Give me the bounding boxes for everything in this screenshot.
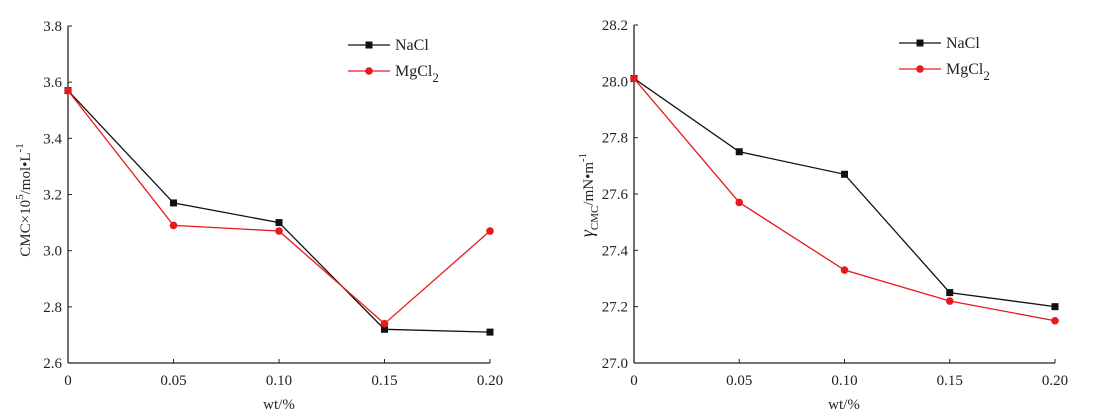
x-axis-label: wt/% xyxy=(263,397,295,413)
legend-label-main: MgCl xyxy=(946,61,984,78)
y-tick-label: 3.6 xyxy=(43,75,62,91)
legend-label-NaCl: NaCl xyxy=(395,37,429,54)
legend-marker-NaCl xyxy=(916,39,924,47)
chart-cmc: CMC×105/mol•L-1 wt/% 2.6 2.8 3.0 3.2 3.4 3.6 3… xyxy=(14,19,503,413)
y-tick-label: 27.0 xyxy=(602,356,628,372)
y-tick-label: 27.8 xyxy=(602,131,628,147)
y-tick-label: 27.6 xyxy=(602,187,629,203)
legend-marker-MgCl2 xyxy=(365,67,373,75)
y-axis-label: CMC×105/mol•L-1 xyxy=(14,143,34,256)
y-tick-label: 28.0 xyxy=(602,74,628,90)
x-axis-label: wt/% xyxy=(828,397,860,413)
data-point-MgCl2 xyxy=(275,227,283,235)
x-tick-label: 0 xyxy=(630,373,638,389)
x-tick-label: 0.10 xyxy=(266,373,292,389)
x-tick-label: 0.05 xyxy=(160,373,186,389)
legend-label-subscript: 2 xyxy=(983,68,990,83)
legend-marker-NaCl xyxy=(365,41,373,49)
y-tick-label: 3.0 xyxy=(43,244,62,260)
data-point-MgCl2 xyxy=(380,319,389,328)
legend-label-MgCl2: MgCl2 xyxy=(395,63,439,85)
data-point-MgCl2 xyxy=(840,266,849,274)
y-tick-label: 3.8 xyxy=(43,19,62,35)
legend-marker-MgCl2 xyxy=(916,65,924,73)
x-tick-label: 0 xyxy=(64,373,72,389)
data-point-MgCl2 xyxy=(486,227,494,235)
data-point-MgCl2 xyxy=(169,221,178,230)
data-point-NaCl xyxy=(1051,303,1059,311)
data-point-MgCl2 xyxy=(64,86,72,95)
data-point-NaCl xyxy=(841,170,848,178)
y-tick-label: 28.2 xyxy=(602,18,628,34)
legend-label-main: MgCl xyxy=(395,63,433,80)
y-tick-label: 27.4 xyxy=(602,243,629,259)
x-tick-label: 0.20 xyxy=(1042,373,1068,389)
y-tick-label: 3.4 xyxy=(43,131,62,147)
x-tick-label: 0.15 xyxy=(371,373,397,389)
legend-label-subscript: 2 xyxy=(432,70,439,85)
y-tick-label: 27.2 xyxy=(602,300,628,316)
data-point-MgCl2 xyxy=(630,74,638,83)
x-tick-label: 0.05 xyxy=(726,373,752,389)
series-line-NaCl xyxy=(67,90,491,333)
x-tick-label: 0.15 xyxy=(937,373,963,389)
data-point-NaCl xyxy=(170,199,177,207)
y-axis-label: γCMC/mN•m-1 xyxy=(577,153,601,237)
data-point-NaCl xyxy=(381,325,388,333)
chart-surface-tension: γCMC/mN•m-1 wt/% 27.0 27.2 27.4 27.6 27.8 28.… xyxy=(577,18,1068,413)
y-tick-label: 2.8 xyxy=(43,300,62,316)
y-tick-label: 3.2 xyxy=(43,188,62,204)
legend-label-MgCl2: MgCl2 xyxy=(946,61,990,83)
data-point-MgCl2 xyxy=(1051,316,1059,325)
series-line-MgCl2 xyxy=(67,90,491,325)
data-point-NaCl xyxy=(275,219,283,227)
x-tick-label: 0.10 xyxy=(831,373,857,389)
data-point-MgCl2 xyxy=(945,297,954,305)
data-point-NaCl xyxy=(946,289,954,297)
y-tick-label: 2.6 xyxy=(43,356,62,372)
x-tick-label: 0.20 xyxy=(477,373,503,389)
legend-label-main: NaCl xyxy=(395,37,429,54)
data-point-NaCl xyxy=(486,328,494,336)
legend-label-main: NaCl xyxy=(946,35,980,52)
series-line-MgCl2 xyxy=(633,78,1056,322)
data-point-MgCl2 xyxy=(735,198,744,207)
data-point-NaCl xyxy=(735,148,743,156)
legend-label-NaCl: NaCl xyxy=(946,35,980,52)
